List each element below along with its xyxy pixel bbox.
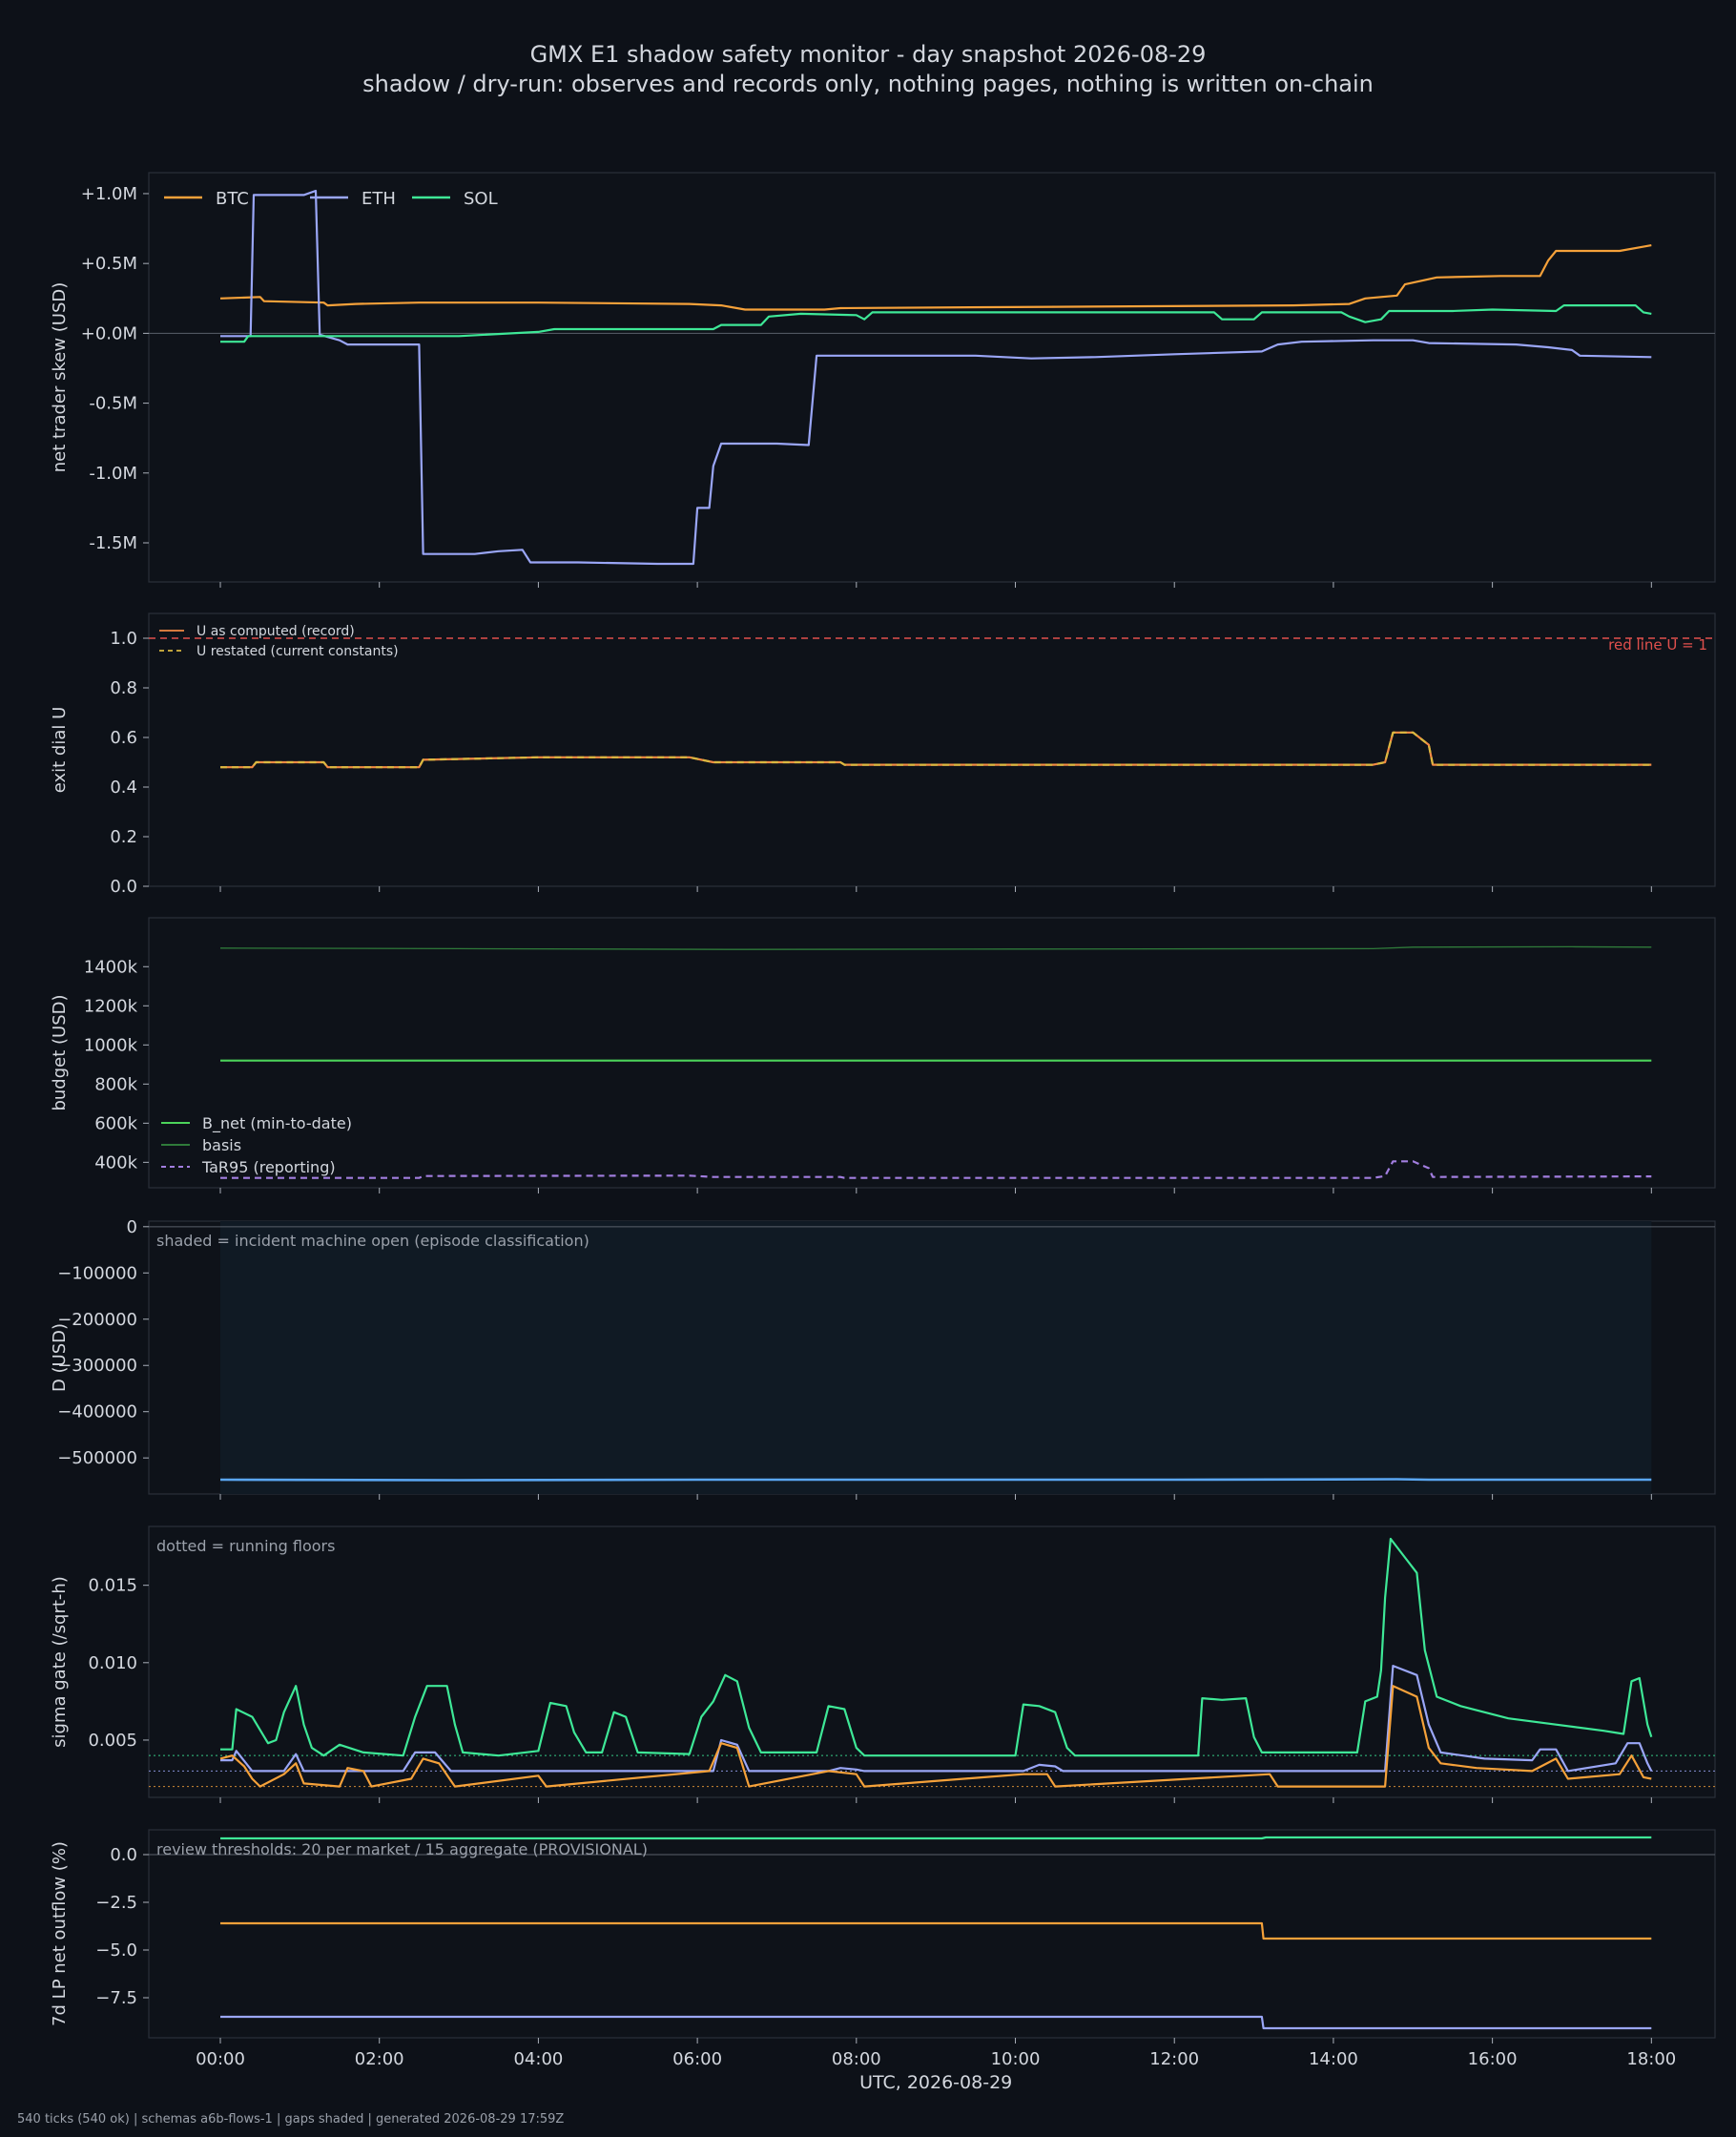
panel-frame <box>148 917 1716 1189</box>
x-tick-label: 00:00 <box>196 2049 245 2069</box>
y-tick-label: -1.0M <box>89 464 137 484</box>
x-tick-label: 04:00 <box>513 2049 563 2069</box>
legend: BTC ETH SOL <box>164 189 498 209</box>
x-tick-label: 02:00 <box>355 2049 404 2069</box>
x-tick-label: 08:00 <box>832 2049 881 2069</box>
series-sol <box>220 1836 1652 1840</box>
x-tick-label: 18:00 <box>1626 2049 1676 2069</box>
legend-label: basis <box>202 1136 241 1154</box>
legend-label: TaR95 (reporting) <box>201 1158 336 1176</box>
footer-status: 540 ticks (540 ok) | schemas a6b-flows-1… <box>17 2112 565 2127</box>
legend: U as computed (record) U restated (curren… <box>159 624 399 659</box>
x-tick-label: 10:00 <box>991 2049 1041 2069</box>
y-axis-label: budget (USD) <box>50 994 70 1110</box>
y-axis-label: sigma gate (/sqrt-h) <box>50 1576 70 1748</box>
x-axis-label: UTC, 2026-08-29 <box>859 2072 1012 2093</box>
y-tick-label: 0.010 <box>88 1653 137 1673</box>
panel-exit: 1.0 0.8 0.6 0.4 0.2 0.0 exit dial U red line U … <box>50 612 1716 897</box>
series-eth <box>220 189 1652 566</box>
title-block: GMX E1 shadow safety monitor - day snaps… <box>0 40 1736 99</box>
y-tick-label: −500000 <box>57 1448 137 1468</box>
y-tick-label: 600k <box>94 1113 137 1133</box>
legend-label: U as computed (record) <box>196 624 355 639</box>
y-tick-label: -1.5M <box>89 533 137 553</box>
series-d <box>219 1478 1652 1482</box>
series-btc <box>220 1921 1652 1940</box>
y-tick-label: -0.5M <box>89 394 137 414</box>
y-tick-label: 0.8 <box>110 678 137 698</box>
legend: B_net (min-to-date) basis TaR95 (reporting… <box>161 1114 352 1176</box>
y-axis-label: 7d LP net outflow (%) <box>50 1841 70 2026</box>
y-tick-label: 800k <box>94 1074 137 1094</box>
y-tick-label: −200000 <box>57 1310 137 1330</box>
y-tick-label: 0.4 <box>110 778 137 798</box>
x-tick-label: 16:00 <box>1468 2049 1518 2069</box>
y-tick-label: 0 <box>127 1217 137 1237</box>
panel-frame <box>148 612 1716 887</box>
series-eth <box>220 1665 1653 1773</box>
series-sol <box>220 304 1652 343</box>
series-sol <box>220 1537 1653 1757</box>
series-tar95-reporting- <box>220 1160 1652 1179</box>
y-tick-label: −2.5 <box>95 1893 137 1913</box>
y-tick-label: 1000k <box>84 1035 138 1055</box>
y-tick-label: 1400k <box>84 957 138 977</box>
y-tick-label: +0.5M <box>81 254 137 274</box>
y-tick-label: +0.0M <box>81 323 137 343</box>
y-tick-label: +1.0M <box>81 184 137 204</box>
panel-d: 0 −100000 −200000 −300000 −400000 −500000 D (U… <box>50 1217 1716 1500</box>
panel-outflow: 0.0 −2.5 −5.0 −7.5 00:00 02:00 04:00 06:00 08:00… <box>50 1829 1716 2093</box>
incident-shade <box>220 1221 1652 1494</box>
panel-frame <box>148 1525 1716 1798</box>
y-tick-label: 1200k <box>84 996 138 1016</box>
y-tick-label: 0.2 <box>110 827 137 847</box>
legend-label-eth: ETH <box>362 189 396 209</box>
y-axis-label: D (USD) <box>50 1323 70 1392</box>
chart-subtitle: shadow / dry-run: observes and records o… <box>362 71 1374 97</box>
y-axis-label: exit dial U <box>50 707 70 794</box>
y-tick-label: 0.005 <box>88 1731 137 1751</box>
y-tick-label: −400000 <box>57 1402 137 1422</box>
y-tick-label: 0.6 <box>110 728 137 748</box>
y-tick-label: −300000 <box>57 1356 137 1376</box>
y-tick-label: 1.0 <box>110 629 137 649</box>
x-tick-label: 14:00 <box>1309 2049 1358 2069</box>
y-tick-label: 0.015 <box>88 1576 137 1596</box>
series-btc <box>219 1685 1652 1788</box>
chart-title: GMX E1 shadow safety monitor - day snaps… <box>529 41 1207 68</box>
y-tick-label: −100000 <box>57 1263 137 1283</box>
panel-skew: +1.0M +0.5M +0.0M -0.5M -1.0M -1.5M net trader… <box>50 172 1716 588</box>
red-line-label: red line U = 1 <box>1608 636 1707 654</box>
series-btc <box>219 244 1652 311</box>
y-axis-label: net trader skew (USD) <box>50 282 70 473</box>
panel-annotation: shaded = incident machine open (episode … <box>156 1232 589 1250</box>
legend-label-sol: SOL <box>464 189 498 209</box>
series-u-restated-current-constants- <box>220 731 1652 769</box>
legend-label-btc: BTC <box>216 189 249 209</box>
y-tick-label: −7.5 <box>95 1988 137 2008</box>
panel-frame <box>148 1829 1716 2039</box>
panel-sigma: 0.015 0.010 0.005 sigma gate (/sqrt-h) dotte… <box>50 1525 1716 1803</box>
series-basis <box>219 945 1652 950</box>
panel-frame <box>148 172 1716 583</box>
y-tick-label: −5.0 <box>95 1940 137 1961</box>
x-tick-label: 06:00 <box>672 2049 722 2069</box>
panel-annotation: dotted = running floors <box>156 1537 335 1555</box>
y-tick-label: 0.0 <box>110 1845 137 1865</box>
series-eth <box>220 2015 1652 2030</box>
legend-label: B_net (min-to-date) <box>202 1114 352 1133</box>
y-tick-label: 0.0 <box>110 877 137 897</box>
x-tick-label: 12:00 <box>1149 2049 1199 2069</box>
panel-budget: 1400k 1200k 1000k 800k 600k 400k budget (USD) B… <box>50 917 1716 1193</box>
legend-label: U restated (current constants) <box>196 644 399 659</box>
y-tick-label: 400k <box>94 1152 137 1172</box>
panel-annotation: review thresholds: 20 per market / 15 ag… <box>156 1840 648 1858</box>
